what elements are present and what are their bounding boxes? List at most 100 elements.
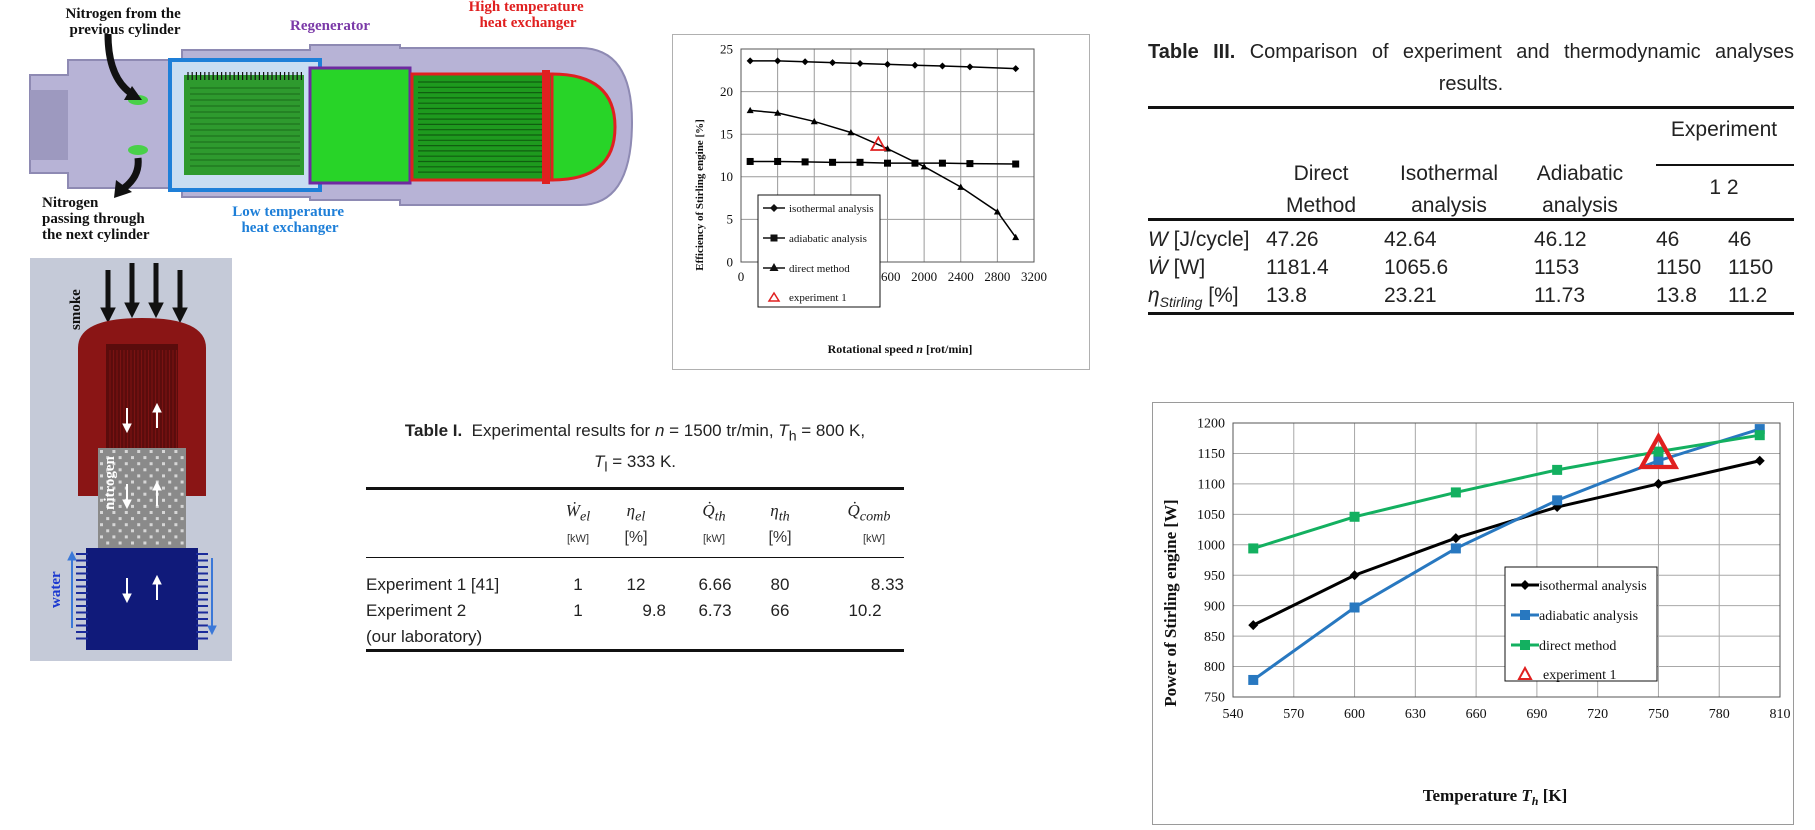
regen-dot (168, 492, 172, 496)
x-tick-label: 540 (1223, 707, 1244, 722)
eff-legend-adiabatic: adiabatic analysis (789, 233, 867, 245)
eff-legend-isothermal: isothermal analysis (789, 203, 874, 215)
regen-dot (174, 511, 178, 514)
x-tick-label: 0 (738, 269, 745, 284)
regen-dot (124, 474, 128, 478)
regen-dot (131, 468, 134, 472)
regen-dot (149, 462, 153, 466)
nitrogen-out-arrow (121, 157, 142, 191)
t3-row-subscript: Stirling (1159, 294, 1203, 311)
data-point (1552, 495, 1563, 506)
regen-dot (106, 504, 110, 508)
smoke-label: smoke (68, 289, 84, 330)
regen-dot (112, 498, 116, 502)
regen-dot (149, 450, 153, 453)
regen-dot (118, 492, 122, 496)
table-3-body: Direct Method Isothermal analysis Adiabati… (1148, 100, 1794, 340)
regen-dot (100, 498, 103, 502)
y-tick-label: 750 (1204, 691, 1225, 706)
pow-legend-direct: direct method (1539, 639, 1616, 654)
regen-dot (180, 529, 184, 533)
t1-row2-qcomb: 10.2 (848, 600, 882, 620)
y-tick-label: 850 (1204, 630, 1225, 645)
table-1-body: Ẇel [kW] ηel [%] Q̇th [kW] ηth [%] Q̇com… (366, 481, 904, 652)
efficiency-chart-plot: 0400800120016002000240028003200051015202… (694, 41, 1047, 356)
data-point (938, 62, 946, 70)
regen-dot (155, 504, 159, 508)
high-temp-fins (418, 81, 546, 173)
data-point (1552, 464, 1563, 475)
regen-dot (100, 450, 103, 453)
y-tick-label: 15 (720, 127, 733, 142)
regen-dot (100, 511, 103, 514)
data-point (1450, 487, 1461, 498)
y-tick-label: 10 (720, 169, 733, 184)
data-point (774, 57, 782, 65)
regen-dot (155, 456, 159, 460)
data-point (847, 128, 855, 136)
regen-dot (131, 504, 134, 508)
efficiency-chart: 0400800120016002000240028003200051015202… (672, 34, 1090, 370)
t3-header-experiment: Experiment (1670, 118, 1778, 141)
t3-row-symbol: Ẇ (1148, 256, 1168, 279)
x-tick-label: 2800 (984, 269, 1010, 284)
power-legend: isothermal analysis adiabatic analysis d… (1504, 566, 1658, 683)
regen-dot (155, 468, 159, 472)
regen-dot (137, 486, 141, 490)
data-point (993, 208, 1001, 215)
t3-cell: 46 (1728, 228, 1752, 251)
x-tick-label: 720 (1587, 707, 1608, 722)
t1-row2-wel: 1 (573, 600, 583, 620)
y-tick-label: 1150 (1198, 447, 1225, 462)
x-tick-label: 600 (1344, 707, 1365, 722)
regen-dot (143, 504, 147, 508)
regen-dot (100, 535, 103, 539)
regenerator (308, 66, 412, 185)
cylinder-cross-section: smoke nitrogen water (30, 258, 232, 661)
data-point (801, 58, 809, 66)
t3-row-symbol: η (1148, 284, 1160, 307)
regen-dot (168, 541, 172, 545)
regen-dot (180, 492, 184, 496)
data-point (1012, 160, 1020, 168)
cold-section-fins (76, 553, 208, 640)
t3-cell: 13.8 (1656, 284, 1697, 307)
regen-dot (118, 529, 122, 533)
regen-dot (118, 504, 122, 508)
regen-dot (106, 480, 110, 484)
regen-dot (118, 480, 122, 484)
regen-dot (174, 523, 178, 527)
regen-dot (162, 450, 165, 453)
y-tick-label: 0 (727, 254, 734, 269)
regen-dot (131, 456, 134, 460)
t3-cell: 47.26 (1266, 228, 1319, 251)
t3-cell: 1150 (1656, 256, 1702, 279)
regen-dot (162, 474, 165, 478)
t3-row-label: ηStirling [%] (1148, 284, 1239, 310)
nitrogen-outlet-port (128, 145, 148, 155)
table-3: Table III. Comparison of experiment and … (1148, 36, 1794, 340)
data-point (920, 163, 928, 170)
y-tick-label: 25 (720, 41, 733, 56)
eff-legend-experiment: experiment 1 (789, 292, 847, 304)
regen-dot (174, 498, 178, 502)
series-line-0 (750, 60, 1016, 70)
regen-dot (174, 462, 178, 466)
regen-dot (100, 474, 103, 478)
series-line-0 (1252, 459, 1761, 627)
y-tick-label: 1200 (1197, 417, 1225, 432)
experiment-point (1637, 432, 1680, 470)
t3-cell: 1153 (1534, 256, 1580, 279)
regen-dot (118, 517, 122, 521)
x-tick-label: 570 (1283, 707, 1304, 722)
regen-dot (143, 480, 147, 484)
data-point (966, 160, 974, 168)
data-point (829, 59, 837, 67)
regen-dot (100, 486, 103, 490)
y-tick-label: 1100 (1198, 478, 1225, 493)
efficiency-x-axis-label: Rotational speed n [rot/min] (828, 342, 973, 356)
regen-dot (137, 511, 141, 514)
regen-dot (118, 468, 122, 472)
data-point (774, 157, 782, 165)
regen-dot (162, 486, 165, 490)
